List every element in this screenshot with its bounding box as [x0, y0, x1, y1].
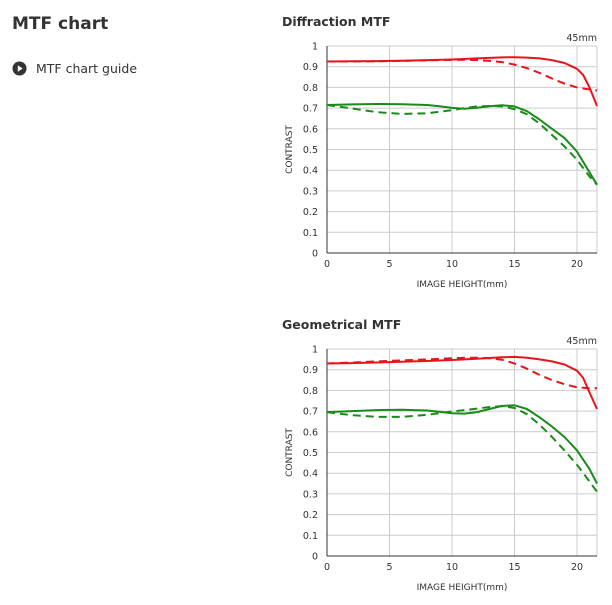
y-tick-label: 1 — [312, 345, 318, 356]
y-tick-label: 0 — [312, 249, 318, 260]
y-tick-label: 0.3 — [303, 489, 318, 500]
chart-title: Diffraction MTF — [282, 14, 391, 29]
y-tick-label: 0.9 — [303, 62, 318, 73]
y-tick-label: 0.7 — [303, 407, 318, 418]
x-axis-label: IMAGE HEIGHT(mm) — [417, 280, 508, 290]
y-tick-label: 1 — [312, 42, 318, 53]
y-tick-label: 0.9 — [303, 365, 318, 376]
y-tick-label: 0.2 — [303, 510, 318, 521]
y-tick-label: 0 — [312, 552, 318, 563]
y-tick-label: 0.5 — [303, 145, 318, 156]
x-tick-label: 0 — [324, 562, 330, 573]
focal-length-annotation: 45mm — [566, 33, 597, 44]
green-dashed-mtf-line — [326, 405, 598, 493]
x-tick-label: 15 — [508, 562, 520, 573]
mtf-plot: 00.10.20.30.40.50.60.70.80.910 5 10 15 20IMA… — [285, 336, 598, 593]
page-title: MTF chart — [12, 14, 109, 34]
y-axis-label: CONTRAST — [285, 428, 295, 477]
x-tick-label: 10 — [446, 259, 458, 270]
x-tick-label: 20 — [571, 562, 583, 573]
mtf-chart-guide-link[interactable]: MTF chart guide — [12, 61, 137, 76]
x-tick-label: 0 — [324, 259, 330, 270]
diffraction-mtf-chart: Diffraction MTF 0 0.1 0.2 0.3 0.4 0.5 0.6 0.7 0.… — [282, 14, 612, 294]
red-solid-mtf-line — [326, 355, 598, 410]
y-tick-label: 0.2 — [303, 207, 318, 218]
y-tick-label: 0.1 — [303, 531, 318, 542]
red-solid-mtf-line — [326, 56, 598, 107]
y-tick-label: 0.8 — [303, 386, 318, 397]
play-circle-icon — [12, 61, 27, 76]
guide-link-label: MTF chart guide — [36, 61, 138, 76]
y-tick-label: 0.6 — [303, 124, 318, 135]
y-axis-label: CONTRAST — [285, 125, 295, 174]
red-dashed-mtf-line — [327, 58, 598, 92]
x-tick-label: 15 — [508, 259, 520, 270]
green-solid-mtf-line — [326, 404, 598, 485]
y-tick-label: 0.6 — [303, 427, 318, 438]
x-axis-label: IMAGE HEIGHT(mm) — [417, 583, 508, 593]
geometrical-mtf-chart: Geometrical MTF 0 0.1 0.2 0.3 0.4 0.5 0.6 0.7 0.… — [282, 317, 612, 597]
x-tick-label: 20 — [571, 259, 583, 270]
y-tick-label: 0.5 — [303, 448, 318, 459]
green-solid-mtf-line — [326, 103, 598, 186]
green-dashed-mtf-line — [326, 104, 598, 186]
y-tick-label: 0.7 — [303, 104, 318, 115]
chart-title: Geometrical MTF — [282, 317, 402, 332]
x-tick-label: 10 — [446, 562, 458, 573]
y-tick-label: 0.3 — [303, 186, 318, 197]
x-tick-label: 5 — [386, 259, 392, 270]
red-dashed-mtf-line — [326, 356, 597, 390]
y-tick-label: 0.1 — [303, 228, 318, 239]
x-tick-label: 5 — [386, 562, 392, 573]
y-tick-label: 0.8 — [303, 83, 318, 94]
y-tick-label: 0.4 — [303, 166, 318, 177]
focal-length-annotation: 45mm — [566, 336, 597, 347]
mtf-plot: 00.10.20.30.40.50.60.70.80.910 5 10 15 20IMA… — [285, 33, 598, 290]
y-tick-label: 0.4 — [303, 469, 318, 480]
